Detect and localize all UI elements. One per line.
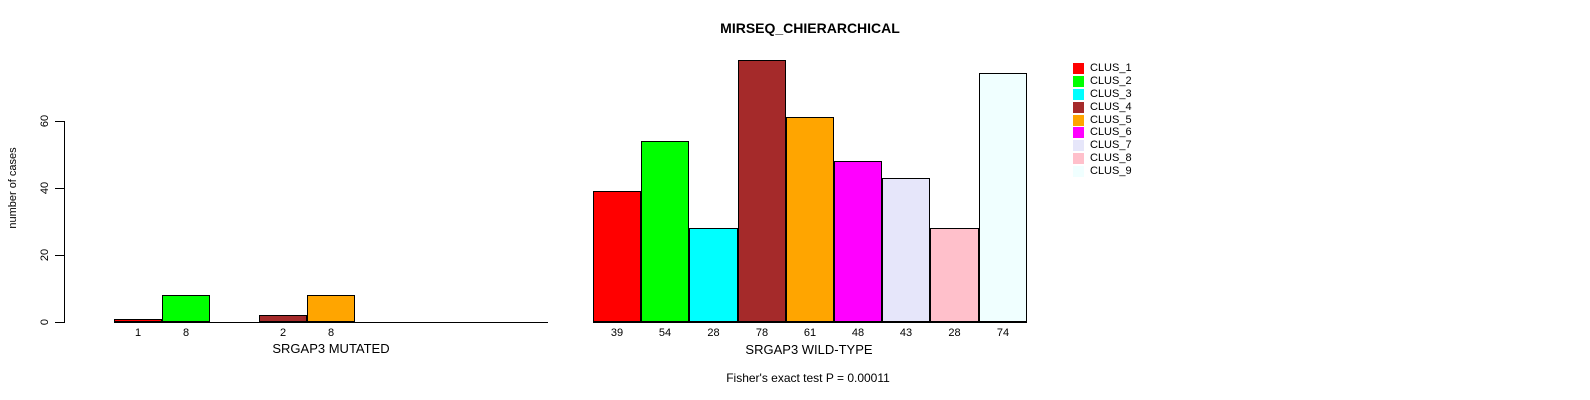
bar-clus_2-right: [641, 141, 689, 322]
bar-clus_4-right: [738, 60, 786, 322]
bar-clus_3-right: [689, 228, 738, 322]
legend-label: CLUS_7: [1090, 139, 1132, 152]
x-axis-label-wildtype: SRGAP3 WILD-TYPE: [745, 342, 873, 357]
bar-value-label: 28: [707, 327, 720, 339]
legend: CLUS_1 CLUS_2 CLUS_3 CLUS_4 CLUS_5 CLUS_6 CLUS…: [1073, 62, 1132, 178]
bar-value-label: 2: [279, 327, 287, 339]
bar-value-label: 43: [899, 327, 913, 339]
legend-item-clus_1: CLUS_1: [1073, 62, 1132, 75]
y-axis-tick: [55, 255, 64, 256]
y-axis-line: [64, 121, 65, 323]
legend-swatch: [1073, 166, 1084, 178]
bar-value-label: 48: [851, 327, 865, 339]
bar-clus_5-right: [786, 117, 834, 322]
legend-label: CLUS_9: [1090, 165, 1132, 178]
legend-item-clus_3: CLUS_3: [1073, 88, 1132, 101]
legend-item-clus_7: CLUS_7: [1073, 139, 1132, 152]
bar-clus_1-left: [114, 319, 162, 322]
bar-value-label: 8: [182, 327, 190, 339]
legend-label: CLUS_5: [1090, 113, 1132, 126]
legend-swatch: [1073, 75, 1084, 87]
bar-clus_9-right: [979, 73, 1027, 322]
y-axis-tick: [55, 121, 64, 122]
legend-item-clus_2: CLUS_2: [1073, 75, 1132, 88]
legend-item-clus_4: CLUS_4: [1073, 101, 1132, 114]
legend-swatch: [1073, 101, 1084, 113]
legend-swatch: [1073, 153, 1084, 165]
bar-value-label: 54: [658, 327, 672, 339]
legend-label: CLUS_3: [1090, 87, 1132, 100]
bar-clus_1-right: [593, 191, 641, 322]
legend-swatch: [1073, 127, 1084, 139]
bar-clus_8-right: [930, 228, 979, 322]
legend-label: CLUS_6: [1090, 126, 1132, 139]
fisher-test-annotation: Fisher's exact test P = 0.00011: [726, 371, 890, 385]
y-axis-tick: [55, 322, 64, 323]
bar-value-label: 1: [134, 327, 142, 339]
x-axis-line: [593, 322, 1027, 323]
y-axis-tick-label: 60: [39, 114, 51, 128]
bar-clus_5-left: [307, 295, 355, 322]
bar-value-label: 78: [755, 327, 769, 339]
legend-label: CLUS_8: [1090, 152, 1132, 165]
bar-value-label: 39: [610, 327, 624, 339]
legend-swatch: [1073, 62, 1084, 74]
bar-clus_6-right: [834, 161, 882, 322]
legend-swatch: [1073, 140, 1084, 152]
legend-item-clus_5: CLUS_5: [1073, 114, 1132, 127]
bar-clus_7-right: [882, 178, 930, 322]
x-axis-line: [114, 322, 548, 323]
y-axis-tick-label: 40: [39, 181, 51, 195]
legend-label: CLUS_2: [1090, 74, 1132, 87]
legend-swatch: [1073, 88, 1084, 100]
bar-value-label: 61: [803, 327, 817, 339]
y-axis-tick-label: 0: [39, 318, 51, 326]
bar-clus_2-left: [162, 295, 210, 322]
bar-value-label: 28: [948, 327, 961, 339]
legend-label: CLUS_4: [1090, 100, 1132, 113]
y-axis-tick-label: 20: [39, 248, 51, 262]
legend-label: CLUS_1: [1090, 62, 1132, 74]
legend-item-clus_6: CLUS_6: [1073, 126, 1132, 139]
x-axis-label-mutated: SRGAP3 MUTATED: [272, 341, 390, 356]
y-axis-label: number of cases: [7, 147, 19, 229]
chart-title: MIRSEQ_CHIERARCHICAL: [720, 20, 900, 36]
legend-item-clus_8: CLUS_8: [1073, 152, 1132, 165]
bar-value-label: 74: [996, 327, 1010, 339]
bar-value-label: 8: [327, 327, 335, 339]
legend-swatch: [1073, 114, 1084, 126]
legend-item-clus_9: CLUS_9: [1073, 165, 1132, 178]
y-axis-tick: [55, 188, 64, 189]
bar-clus_4-left: [259, 315, 307, 322]
